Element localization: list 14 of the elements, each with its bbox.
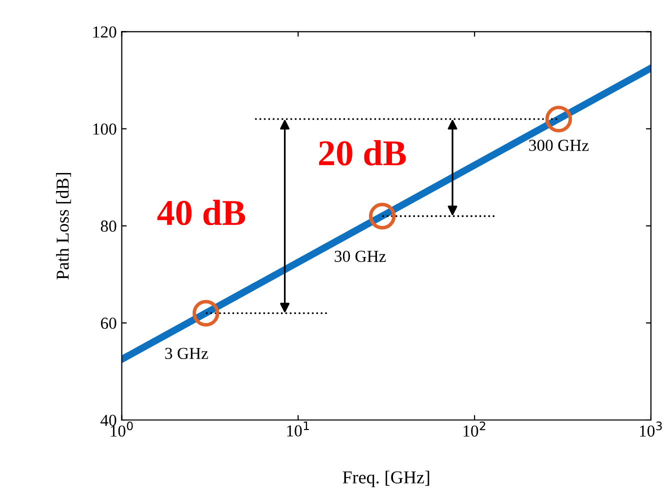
y-tick-label: 120	[93, 26, 116, 38]
y-tick-label: 100	[93, 123, 116, 135]
x-tick-label: 10$^{3}$	[640, 421, 662, 437]
y-axis-title: Path Loss [dB]	[56, 173, 72, 280]
annotation: 3 GHz	[165, 348, 208, 360]
x-tick-label: 10$^{2}$	[464, 421, 486, 437]
y-tick-label: 60	[100, 318, 116, 329]
x-axis-title: Freq. [GHz]	[342, 470, 430, 488]
annotation: 40 dB	[157, 200, 246, 226]
y-tick-label: 80	[100, 220, 116, 232]
x-tick-label: 10$^{1}$	[287, 421, 309, 437]
annotation: 30 GHz	[334, 250, 386, 262]
annotation: 20 dB	[319, 140, 406, 166]
annotation: 300 GHz	[529, 140, 589, 152]
